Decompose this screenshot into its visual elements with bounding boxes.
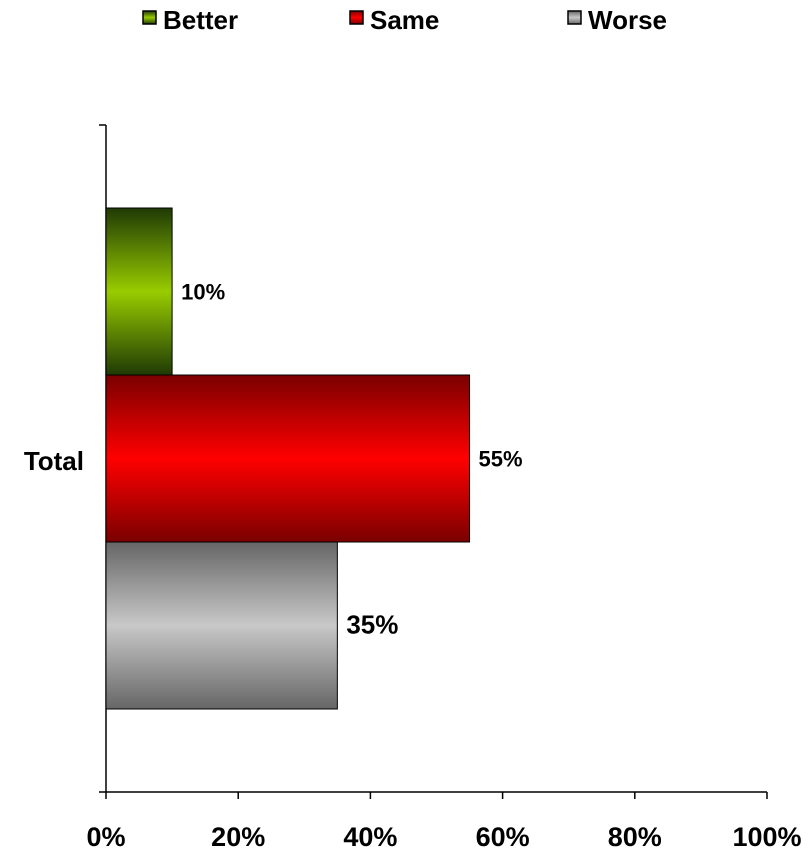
legend-swatch-same: [349, 10, 364, 25]
x-axis-ticks: 0% 20% 40% 60% 80% 100%: [86, 792, 802, 852]
data-label-same: 55%: [479, 447, 523, 472]
bars: 10% 55% 35%: [105, 207, 523, 710]
x-tick-label: 40%: [343, 822, 397, 852]
legend-label-worse: Worse: [588, 5, 667, 35]
legend-swatch-worse: [567, 10, 582, 25]
x-tick-label: 20%: [211, 822, 265, 852]
category-label-total: Total: [24, 446, 84, 476]
legend-label-better: Better: [163, 5, 238, 35]
x-tick-label: 100%: [732, 822, 801, 852]
x-tick-label: 60%: [476, 822, 530, 852]
legend-item-worse: Worse: [567, 5, 667, 35]
legend-label-same: Same: [370, 5, 439, 35]
legend-item-same: Same: [349, 5, 439, 35]
legend-swatch-better: [142, 10, 157, 25]
data-label-worse: 35%: [346, 610, 398, 640]
bar-worse: [105, 541, 338, 710]
x-tick-label: 80%: [608, 822, 662, 852]
x-tick-label: 0%: [86, 822, 125, 852]
bar-better: [105, 207, 173, 376]
legend: Better Same Worse: [142, 5, 667, 35]
bar-same: [105, 374, 471, 543]
data-label-better: 10%: [181, 280, 225, 305]
legend-item-better: Better: [142, 5, 238, 35]
